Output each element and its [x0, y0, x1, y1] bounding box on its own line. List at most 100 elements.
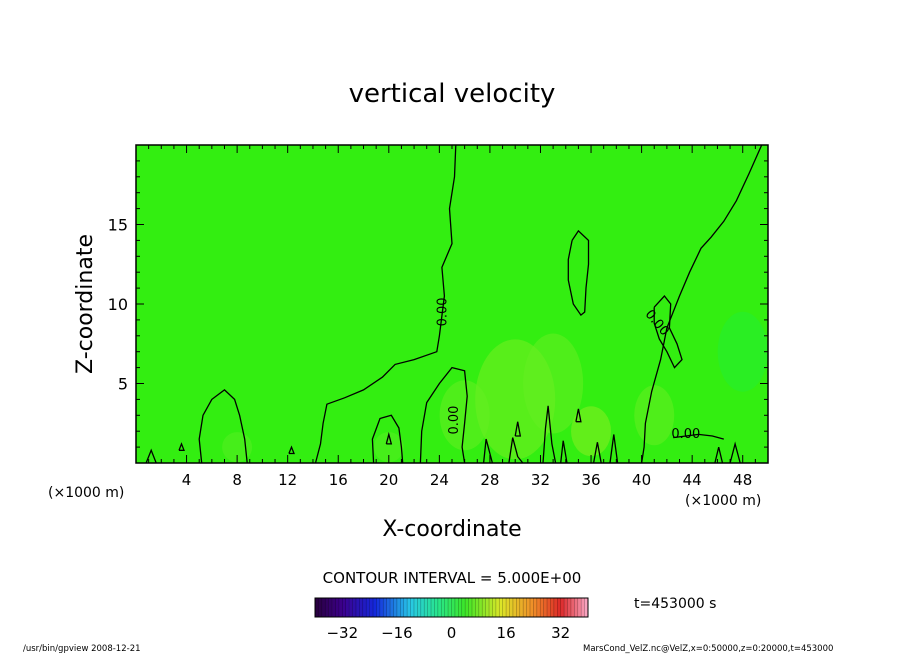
x-axis-label: X-coordinate	[382, 517, 521, 542]
field-shade-spot	[634, 385, 675, 446]
x-tick-label: 20	[379, 471, 398, 489]
colorbar-segment	[564, 598, 568, 617]
contour-line	[592, 442, 602, 464]
contour-line	[567, 229, 590, 317]
colorbar-segment	[574, 598, 579, 617]
colorbar-segment	[519, 598, 524, 617]
colorbar-segment	[550, 598, 555, 617]
colorbar-segment	[352, 598, 357, 617]
contour-label: 0.00	[447, 406, 462, 435]
x-unit-left: (×1000 m)	[48, 485, 124, 501]
colorbar-segment	[451, 598, 456, 617]
colorbar-tick-label: −16	[381, 624, 413, 642]
colorbar-segment	[393, 598, 398, 617]
x-tick-label: 8	[232, 471, 242, 489]
colorbar-segment	[379, 598, 384, 617]
colorbar-segment	[332, 598, 336, 617]
colorbar-segment	[355, 598, 360, 617]
colorbar-segment	[543, 598, 548, 617]
colorbar-segment	[448, 598, 452, 617]
contour-line	[673, 433, 724, 440]
footer-right: MarsCond_VelZ.nc@VelZ,x=0:50000,z=0:2000…	[583, 644, 833, 654]
colorbar-frame	[314, 597, 589, 618]
y-tick-label: 5	[118, 375, 128, 394]
colorbar-segment	[454, 598, 459, 617]
colorbar-segment	[485, 598, 490, 617]
colorbar-segment	[547, 598, 551, 617]
contour-line	[371, 414, 404, 464]
contour-line	[714, 446, 724, 464]
colorbar-segment	[410, 598, 415, 617]
colorbar-segment	[373, 598, 377, 617]
colorbar-segment	[584, 598, 589, 617]
colorbar-segment	[441, 598, 445, 617]
colorbar	[314, 598, 589, 617]
contour-line	[419, 366, 468, 464]
contour-line	[560, 440, 568, 464]
colorbar-segment	[349, 598, 353, 617]
colorbar-segment	[529, 598, 534, 617]
contour-line	[288, 445, 295, 455]
colorbar-segment	[557, 598, 561, 617]
contour-line	[729, 441, 741, 464]
colorbar-segment	[458, 598, 463, 617]
x-unit-right: (×1000 m)	[685, 493, 761, 509]
y-tick-label: 15	[108, 216, 128, 235]
x-tick-label: 4	[182, 471, 192, 489]
colorbar-segment	[471, 598, 476, 617]
contour-line	[542, 405, 557, 464]
colorbar-segment	[502, 598, 507, 617]
colorbar-segment	[362, 598, 367, 617]
colorbar-segment	[424, 598, 428, 617]
x-tick-label: 36	[581, 471, 600, 489]
field-shade-spot	[571, 406, 612, 457]
contour-line	[653, 294, 683, 369]
contour-line	[314, 144, 457, 464]
colorbar-segment	[478, 598, 483, 617]
chart-title: vertical velocity	[349, 79, 556, 109]
x-tick-label: 40	[632, 471, 651, 489]
x-tick-label: 24	[430, 471, 449, 489]
colorbar-segment	[536, 598, 541, 617]
field-shade-spot	[373, 432, 404, 463]
contour-line	[198, 389, 248, 464]
colorbar-segment	[492, 598, 497, 617]
field-shade-spot	[439, 380, 490, 451]
field-shade-spot	[717, 311, 768, 392]
colorbar-segment	[396, 598, 401, 617]
colorbar-segment	[465, 598, 469, 617]
field-shading	[222, 311, 768, 463]
colorbar-segment	[523, 598, 527, 617]
contour-label: 0.00	[436, 297, 451, 326]
colorbar-segment	[325, 598, 329, 617]
colorbar-segment	[499, 598, 503, 617]
x-tick-label: 48	[733, 471, 752, 489]
y-tick-label: 10	[108, 295, 128, 314]
contour-label: 0.00	[671, 427, 700, 442]
colorbar-segment	[321, 598, 326, 617]
colorbar-segment	[328, 598, 333, 617]
colorbar-segment	[489, 598, 493, 617]
time-label: t=453000 s	[634, 596, 716, 612]
x-tick-label: 44	[683, 471, 702, 489]
colorbar-segment	[553, 598, 558, 617]
colorbar-segment	[386, 598, 391, 617]
colorbar-segment	[359, 598, 364, 617]
colorbar-ticks: −32 −16 0 16 32	[326, 624, 570, 642]
colorbar-segment	[512, 598, 517, 617]
colorbar-segment	[383, 598, 387, 617]
y-axis-label: Z-coordinate	[73, 234, 98, 374]
colorbar-tick-label: 0	[447, 624, 457, 642]
field-shade-spot	[523, 333, 584, 434]
contour-line	[514, 421, 522, 437]
colorbar-segment	[475, 598, 480, 617]
colorbar-segment	[403, 598, 408, 617]
colorbar-tick-label: −32	[326, 624, 358, 642]
colorbar-segment	[342, 598, 347, 617]
colorbar-segment	[318, 598, 323, 617]
colorbar-segment	[413, 598, 418, 617]
contour-line	[609, 434, 619, 464]
contour-line	[508, 437, 524, 464]
contour-interval: CONTOUR INTERVAL = 5.000E+00	[323, 569, 582, 587]
colorbar-segment	[461, 598, 466, 617]
